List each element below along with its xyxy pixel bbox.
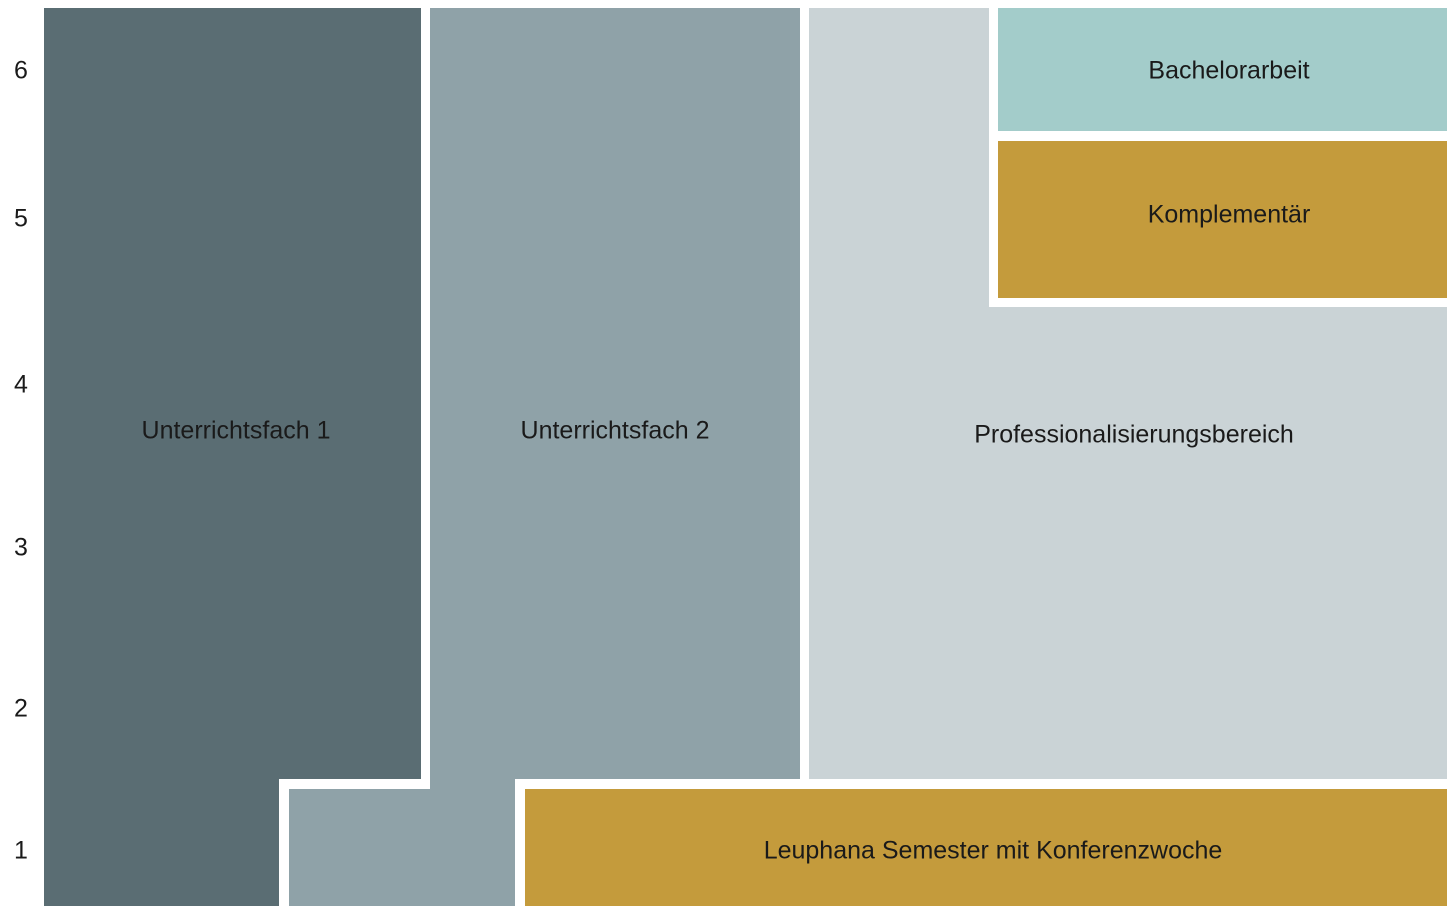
block-leuphana <box>525 789 1447 906</box>
block-komplementaer <box>998 141 1447 298</box>
block-label: Bachelorarbeit <box>1148 57 1309 85</box>
block-label: Unterrichtsfach 1 <box>142 417 331 445</box>
semester-label: 6 <box>14 57 28 85</box>
block-label: Komplementär <box>1148 201 1311 229</box>
semester-label: 4 <box>14 371 28 399</box>
semester-label: 5 <box>14 205 28 233</box>
semester-label: 3 <box>14 534 28 562</box>
block-label: Professionalisierungsbereich <box>974 421 1294 449</box>
block-bachelorarbeit <box>998 8 1447 131</box>
block-unterrichtsfach2 <box>289 8 800 906</box>
semester-label: 1 <box>14 837 28 865</box>
semester-axis: 1 2 3 4 5 6 <box>14 57 28 865</box>
block-label: Unterrichtsfach 2 <box>521 417 710 445</box>
block-professionalisierung <box>809 8 1447 779</box>
semester-label: 2 <box>14 695 28 723</box>
block-label: Leuphana Semester mit Konferenzwoche <box>764 837 1223 865</box>
block-unterrichtsfach1 <box>44 8 421 906</box>
